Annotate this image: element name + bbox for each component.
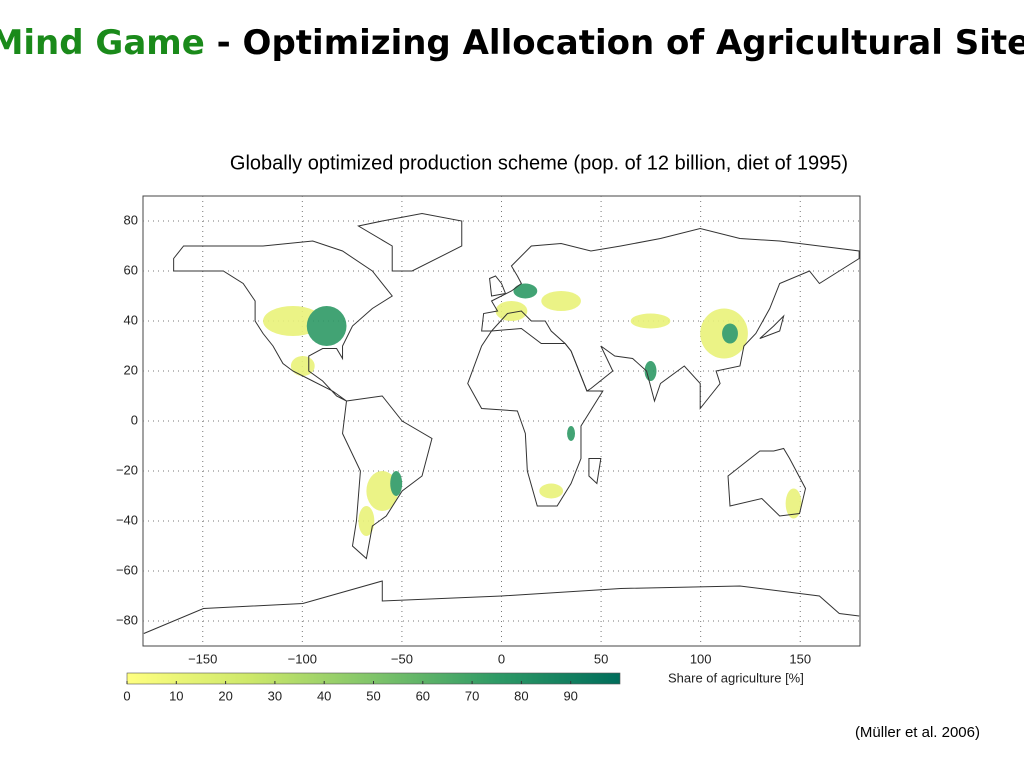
- x-tick-label: 0: [498, 651, 505, 666]
- colorbar-tick-label: 40: [317, 688, 331, 703]
- y-tick-label: −80: [116, 612, 138, 627]
- citation: (Müller et al. 2006): [855, 724, 980, 741]
- x-tick-label: 150: [789, 651, 811, 666]
- colorbar-tick-label: 10: [169, 688, 183, 703]
- y-tick-label: 40: [124, 312, 138, 327]
- colorbar-tick-label: 70: [465, 688, 479, 703]
- y-tick-label: 60: [124, 262, 138, 277]
- y-tick-label: 20: [124, 362, 138, 377]
- y-tick-label: −60: [116, 562, 138, 577]
- colorbar-tick-label: 0: [123, 688, 130, 703]
- x-tick-label: 50: [594, 651, 608, 666]
- x-tick-label: −100: [288, 651, 317, 666]
- slide-title: Mind Game - Optimizing Allocation of Agr…: [0, 23, 1024, 63]
- colorbar-tick-label: 80: [514, 688, 528, 703]
- colorbar-tick-label: 50: [366, 688, 380, 703]
- y-tick-label: 0: [131, 412, 138, 427]
- colorbar-tick-label: 90: [563, 688, 577, 703]
- y-tick-label: 80: [124, 212, 138, 227]
- colorbar-tick-label: 60: [416, 688, 430, 703]
- title-highlight: Mind Game: [0, 23, 205, 63]
- x-tick-label: −150: [188, 651, 217, 666]
- map: [144, 214, 859, 634]
- subtitle: Globally optimized production scheme (po…: [230, 152, 848, 174]
- colorbar-tick-label: 30: [268, 688, 282, 703]
- title-main: - Optimizing Allocation of Agricultural …: [217, 23, 1024, 63]
- y-tick-label: −20: [116, 462, 138, 477]
- x-tick-label: −50: [391, 651, 413, 666]
- colorbar-label: Share of agriculture [%]: [668, 670, 804, 685]
- x-tick-label: 100: [690, 651, 712, 666]
- y-tick-label: −40: [116, 512, 138, 527]
- colorbar-tick-label: 20: [218, 688, 232, 703]
- colorbar: 0 10 20 30 40 50 60 70 80 90 Share of agriculture …: [123, 670, 803, 703]
